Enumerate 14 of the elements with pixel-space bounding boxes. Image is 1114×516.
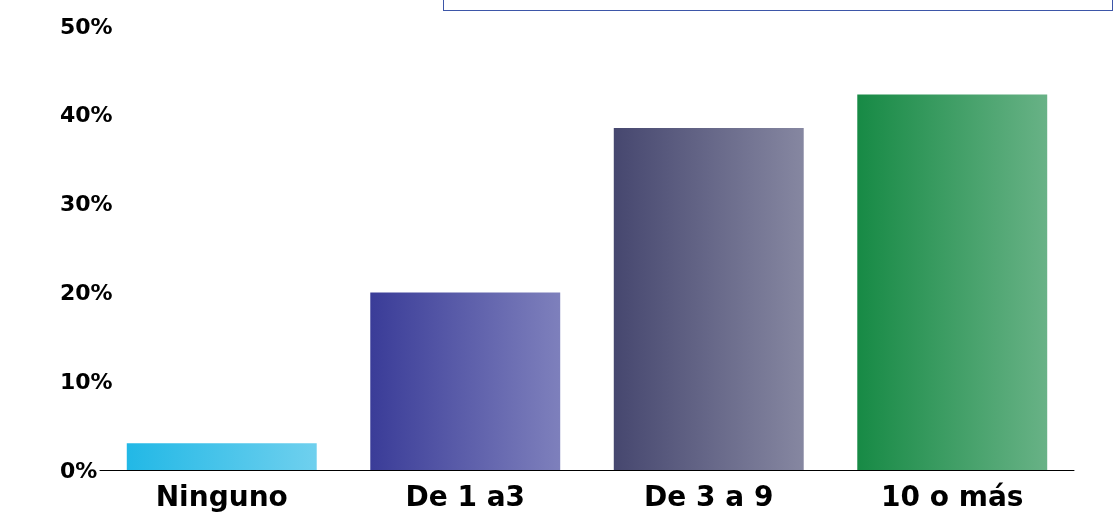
y-tick-label: 30% — [60, 191, 113, 217]
bar — [613, 128, 804, 470]
x-tick-label: De 1 a3 — [405, 479, 526, 513]
bar — [126, 443, 317, 470]
y-tick-label: 20% — [60, 279, 113, 305]
x-tick-label: Ninguno — [155, 479, 288, 513]
y-tick-label: 50% — [60, 13, 113, 39]
y-tick-label: 10% — [60, 368, 113, 394]
x-tick-label: De 3 a 9 — [644, 479, 774, 513]
x-tick-label: 10 o más — [881, 479, 1024, 513]
y-tick-label: 0% — [60, 457, 98, 483]
bar — [857, 94, 1048, 470]
y-tick-label: 40% — [60, 102, 113, 128]
bar — [370, 292, 561, 470]
